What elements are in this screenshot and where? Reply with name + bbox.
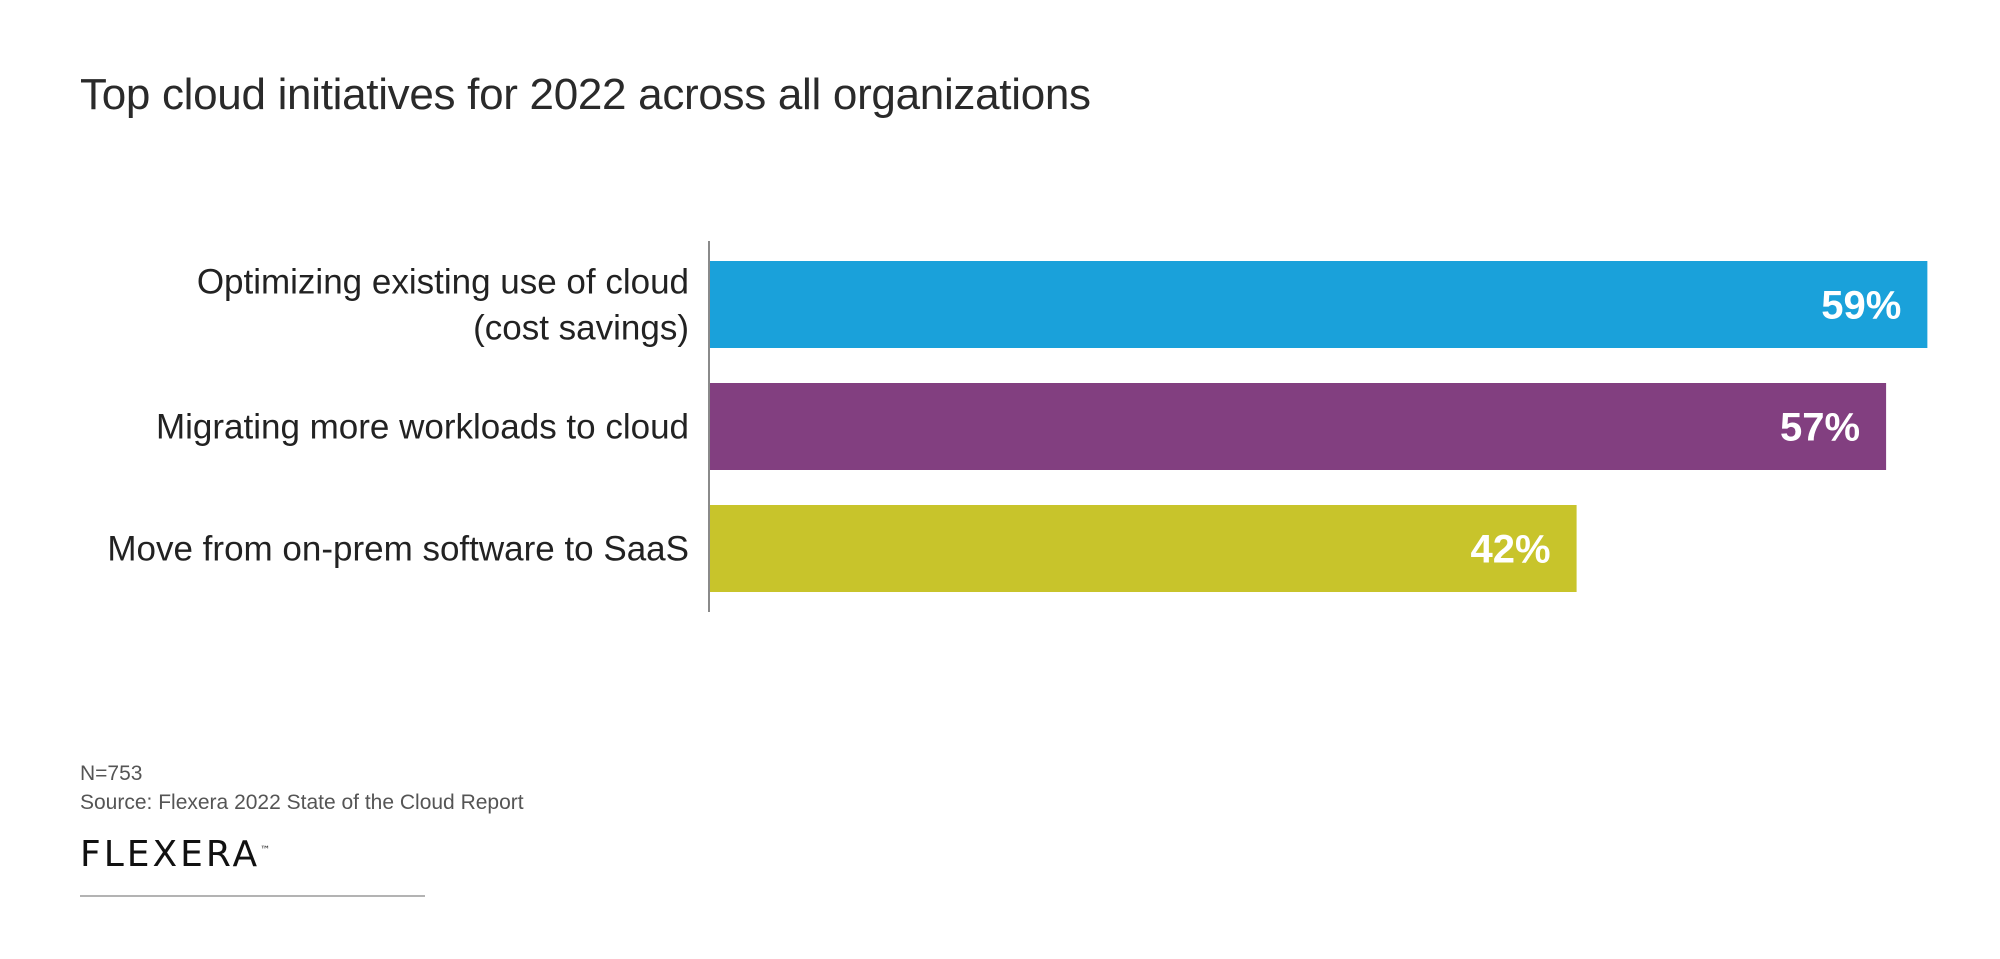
bar-3 xyxy=(710,505,1577,592)
category-label-2: Migrating more workloads to cloud xyxy=(156,408,689,447)
bar-value-label-2: 57% xyxy=(1780,406,1860,450)
category-label-line: Migrating more workloads to cloud xyxy=(156,408,689,447)
category-label-line: Optimizing existing use of cloud xyxy=(197,263,689,302)
bar-1 xyxy=(710,261,1928,348)
bar-2 xyxy=(710,383,1887,470)
category-label-line: (cost savings) xyxy=(473,309,689,348)
category-label-1: Optimizing existing use of cloud (cost sa… xyxy=(197,263,689,348)
logo-trademark: ™ xyxy=(260,845,271,856)
category-label-line: Move from on-prem software to SaaS xyxy=(107,530,689,569)
bar-value-label-3: 42% xyxy=(1471,528,1551,572)
chart-title: Top cloud initiatives for 2022 across al… xyxy=(80,70,1091,119)
logo-wordmark: FLEXERA xyxy=(80,834,261,875)
sample-size-note: N=753 xyxy=(80,762,143,785)
bar-value-label-1: 59% xyxy=(1821,284,1901,328)
flexera-logo: FLEXERA™ xyxy=(80,834,270,875)
footer-divider xyxy=(80,895,425,897)
category-label-3: Move from on-prem software to SaaS xyxy=(107,530,689,569)
source-note: Source: Flexera 2022 State of the Cloud … xyxy=(80,791,524,814)
